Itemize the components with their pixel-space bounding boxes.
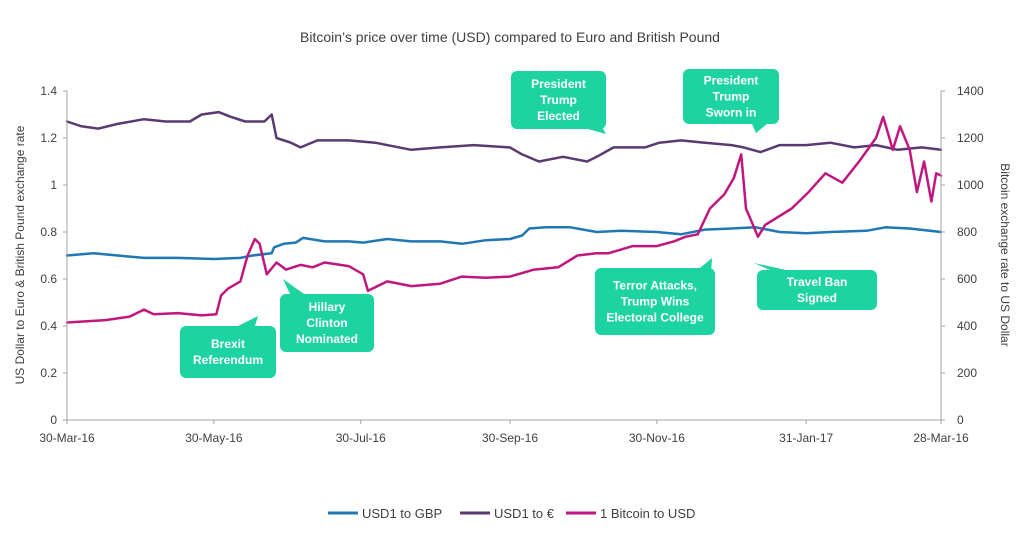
series-line-2 (65, 110, 943, 163)
left-tick-label: 1 (50, 178, 57, 192)
callout-box (757, 270, 877, 310)
callout-pointer (752, 124, 767, 133)
left-tick-label: 0.2 (40, 366, 57, 380)
left-tick-label: 0.4 (40, 319, 57, 333)
axes: 0 0.2 0.4 0.6 0.8 1 1.2 1.4 0 200 400 600 800 1000 120… (39, 84, 984, 445)
callout-text: President (704, 74, 759, 88)
x-tick-label: 30-Jul-16 (336, 431, 386, 445)
annotation-callout: Brexit Referendum (180, 316, 276, 378)
callout-box (683, 69, 779, 124)
right-tick-label: 400 (957, 319, 977, 333)
left-axis-title: US Dollar to Euro & British Pound exchan… (13, 125, 27, 384)
x-tick-label: 31-Jan-17 (779, 431, 833, 445)
legend-label: 1 Bitcoin to USD (600, 506, 695, 521)
right-tick-label: 200 (957, 366, 977, 380)
callout-text: Hillary (309, 300, 346, 314)
callout-text: Elected (537, 109, 580, 123)
callout-box (180, 326, 276, 378)
annotation-callout: Terror Attacks, Trump Wins Electoral Colle… (595, 258, 715, 335)
x-tick-label: 30-Mar-16 (39, 431, 95, 445)
callout-box (511, 71, 606, 129)
plot-area (65, 110, 943, 324)
callout-text: President (531, 77, 586, 91)
right-tick-label: 1400 (957, 84, 984, 98)
right-axis-title: Bitcoin exchange rate to US Dollar (998, 163, 1012, 346)
left-tick-label: 0.8 (40, 225, 57, 239)
callout-text: Signed (797, 291, 837, 305)
annotation-callout: President Trump Sworn in (683, 69, 779, 133)
callout-box (595, 268, 715, 335)
callout-text: Clinton (306, 316, 347, 330)
legend-item: 1 Bitcoin to USD (566, 506, 695, 521)
callout-text: Travel Ban (787, 275, 848, 289)
annotation-callout: President Trump Elected (511, 71, 606, 134)
left-tick-label: 0 (50, 413, 57, 427)
x-tick-label: 30-Nov-16 (629, 431, 685, 445)
legend: USD1 to GBP USD1 to € 1 Bitcoin to USD (328, 506, 695, 521)
callout-text: Trump Wins (621, 295, 690, 309)
legend-item: USD1 to GBP (328, 506, 442, 521)
legend-label: USD1 to GBP (362, 506, 442, 521)
callout-box (280, 294, 374, 352)
annotation-callout: Hillary Clinton Nominated (280, 279, 374, 352)
callout-text: Brexit (211, 337, 245, 351)
right-tick-label: 1200 (957, 131, 984, 145)
left-tick-label: 1.4 (40, 84, 57, 98)
callout-text: Trump (540, 93, 577, 107)
series-line-1 (65, 226, 943, 261)
callout-text: Electoral College (606, 311, 704, 325)
right-tick-label: 600 (957, 272, 977, 286)
x-tick-label: 28-Mar-16 (913, 431, 969, 445)
callout-text: Trump (713, 90, 750, 104)
annotation-callout: Travel Ban Signed (754, 263, 877, 310)
right-tick-label: 800 (957, 225, 977, 239)
chart-title: Bitcoin’s price over time (USD) compared… (300, 29, 720, 45)
callout-text: Sworn in (706, 106, 757, 120)
right-tick-label: 1000 (957, 178, 984, 192)
annotation-callouts: Brexit Referendum Hillary Clinton Nominated P… (180, 69, 877, 378)
legend-item: USD1 to € (460, 506, 555, 521)
callout-pointer (283, 279, 304, 294)
callout-text: Terror Attacks, (613, 279, 697, 293)
left-tick-label: 0.6 (40, 272, 57, 286)
callout-text: Referendum (193, 353, 263, 367)
x-tick-label: 30-Sep-16 (482, 431, 538, 445)
series-line-3 (65, 115, 943, 324)
right-tick-label: 0 (957, 413, 964, 427)
x-tick-label: 30-May-16 (185, 431, 243, 445)
callout-text: Nominated (296, 332, 358, 346)
callout-pointer (754, 263, 786, 270)
left-tick-label: 1.2 (40, 131, 57, 145)
callout-pointer (238, 316, 258, 326)
legend-label: USD1 to € (494, 506, 555, 521)
